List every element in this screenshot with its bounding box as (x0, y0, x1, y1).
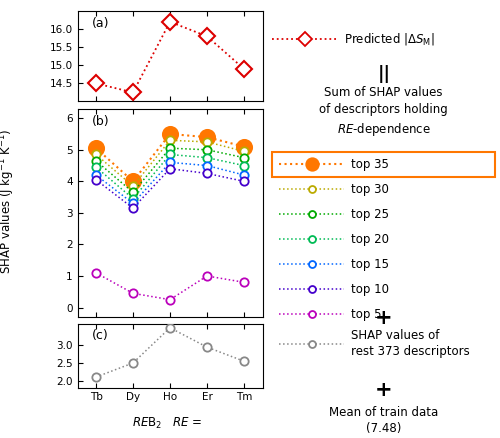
Text: +: + (375, 380, 392, 400)
Text: (b): (b) (92, 115, 110, 128)
Text: top 5: top 5 (351, 307, 382, 321)
Text: Sum of SHAP values
of descriptors holding
$\it{RE}$-dependence: Sum of SHAP values of descriptors holdin… (320, 86, 448, 138)
Text: top 25: top 25 (351, 208, 389, 221)
Text: top 15: top 15 (351, 258, 389, 271)
Text: +: + (375, 307, 392, 328)
Text: Predicted $|\Delta S_\mathrm{M}|$: Predicted $|\Delta S_\mathrm{M}|$ (344, 32, 435, 47)
Bar (272, 152, 496, 177)
Text: ||: || (378, 65, 390, 84)
Text: SHAP values (J kg$^{-1}$ K$^{-1}$): SHAP values (J kg$^{-1}$ K$^{-1}$) (0, 129, 18, 274)
Text: top 10: top 10 (351, 283, 389, 296)
Text: $\it{RE}$B$_2$   $\it{RE}$ =: $\it{RE}$B$_2$ $\it{RE}$ = (132, 417, 203, 431)
Text: Mean of train data
(7.48): Mean of train data (7.48) (329, 406, 438, 435)
Text: (a): (a) (92, 17, 110, 30)
Text: SHAP values of
rest 373 descriptors: SHAP values of rest 373 descriptors (351, 329, 470, 358)
Text: top 35: top 35 (351, 158, 389, 171)
Text: top 20: top 20 (351, 233, 389, 246)
Text: (c): (c) (92, 328, 109, 342)
Text: top 30: top 30 (351, 183, 389, 196)
